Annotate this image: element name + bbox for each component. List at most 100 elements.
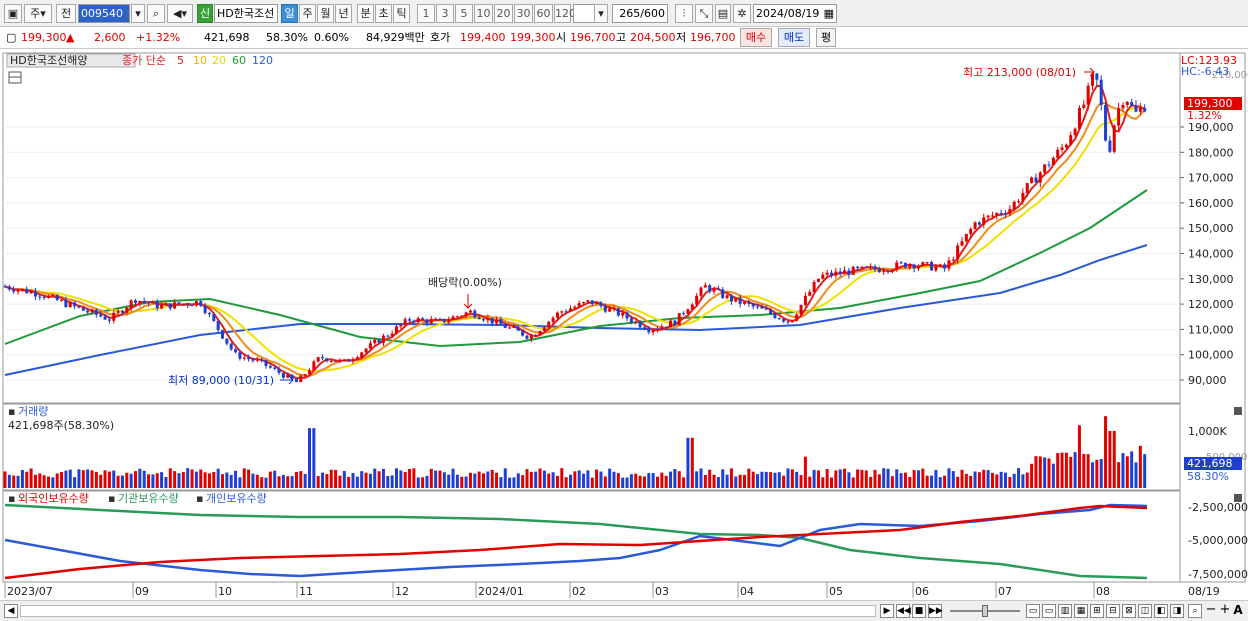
candle-body [421, 318, 425, 320]
candle-body [721, 289, 725, 298]
candle-body [73, 302, 77, 307]
candle-body [1043, 164, 1047, 173]
period-tab-month[interactable]: 월 [317, 4, 334, 23]
display-count-field[interactable]: 265/600 [612, 4, 668, 23]
layout-icon-9[interactable]: ◧ [1154, 604, 1168, 618]
volume-bar [586, 470, 590, 488]
calendar-icon[interactable]: ▦ [823, 7, 834, 20]
period-tab-day[interactable]: 일 [281, 4, 298, 23]
volume-bar [642, 476, 646, 488]
candle-body [281, 373, 285, 378]
stop-icon[interactable]: ■ [912, 604, 926, 618]
candle-body [229, 343, 233, 350]
candle-body [338, 359, 342, 362]
auto-scale-button[interactable]: A [1233, 603, 1243, 617]
stock-code-input[interactable]: 009540 [78, 4, 130, 23]
volume-bar [825, 469, 829, 488]
candle-body [499, 319, 503, 325]
eval-button[interactable]: 평 [816, 28, 836, 47]
speaker-icon[interactable]: ◀▾ [167, 4, 193, 23]
volume-bar [847, 472, 851, 488]
chart-area[interactable]: 190,000 180,000 170,000 160,000 150,000 140,0… [0, 50, 1248, 600]
scroll-right-icon[interactable]: ▶ [880, 604, 894, 618]
candle-body [764, 308, 768, 310]
interval-20[interactable]: 20 [494, 4, 513, 23]
date-input[interactable]: 2024/08/19 ▦ [753, 4, 837, 23]
volume-bar [238, 477, 242, 488]
window-icon[interactable]: ▣ [4, 4, 22, 23]
stock-chart-svg[interactable]: 190,000 180,000 170,000 160,000 150,000 140,0… [0, 50, 1248, 600]
volume-bar [734, 476, 738, 488]
layout-icon-2[interactable]: ▭ [1042, 604, 1056, 618]
candle-body [134, 300, 137, 303]
volume-bar [703, 475, 707, 488]
layout-icon-10[interactable]: ◨ [1170, 604, 1184, 618]
candle-body [107, 319, 111, 321]
period-tab-tick[interactable]: 틱 [393, 4, 410, 23]
layout-icon-8[interactable]: ◫ [1138, 604, 1152, 618]
sell-button[interactable]: 매도 [778, 28, 810, 47]
layout-icon-3[interactable]: ▥ [1058, 604, 1072, 618]
candle-body [921, 262, 925, 267]
period-tab-second[interactable]: 초 [375, 4, 392, 23]
candle-body [603, 306, 607, 312]
forward-icon[interactable]: ▶▶ [928, 604, 943, 618]
candle-body [751, 303, 755, 307]
period-tab-minute[interactable]: 분 [357, 4, 374, 23]
candle-body [782, 319, 786, 322]
save-icon[interactable]: ▤ [715, 4, 731, 23]
interval-120[interactable]: 120 [554, 4, 576, 23]
layout-icon-1[interactable]: ▭ [1026, 604, 1040, 618]
volume-bar [486, 471, 490, 488]
period-tab-year[interactable]: 년 [335, 4, 352, 23]
search-icon[interactable]: ⌕ [147, 4, 165, 23]
date-value: 2024/08/19 [756, 7, 820, 20]
gear-icon[interactable]: ✲ [733, 4, 751, 23]
interval-3[interactable]: 3 [436, 4, 454, 23]
rewind-icon[interactable]: ◀◀ [896, 604, 911, 618]
layout-icon-4[interactable]: ▦ [1074, 604, 1088, 618]
candle-body [1125, 101, 1129, 105]
legend-name-box[interactable] [6, 53, 136, 68]
buy-button[interactable]: 매수 [740, 28, 772, 47]
search-small-icon[interactable]: ⌕ [1188, 604, 1202, 618]
volume-bar [303, 473, 307, 488]
scroll-left-icon[interactable]: ◀ [4, 604, 18, 618]
layout-icon-5[interactable]: ⊞ [1090, 604, 1104, 618]
scrollbar-track[interactable] [20, 605, 876, 617]
candle-body [451, 316, 455, 320]
draw-tool-icon[interactable]: ⤡ [695, 4, 713, 23]
volume-bar [329, 469, 333, 488]
layout-icon-7[interactable]: ⊠ [1122, 604, 1136, 618]
holding-close-icon[interactable] [1234, 494, 1242, 502]
candle-icon[interactable]: ⫶ [675, 4, 693, 23]
interval-60[interactable]: 60 [534, 4, 553, 23]
candle-body [464, 312, 468, 316]
volume-bar [1069, 456, 1073, 488]
volume-bar [521, 475, 525, 488]
interval-10[interactable]: 10 [474, 4, 493, 23]
checkbox-icon[interactable]: ▢ [6, 31, 17, 44]
volume-bar [995, 474, 999, 488]
zoom-slider-handle[interactable] [982, 605, 988, 617]
period-select[interactable]: 주▾ [24, 4, 52, 23]
candle-body [486, 317, 490, 321]
interval-30[interactable]: 30 [514, 4, 533, 23]
candle-body [438, 318, 442, 320]
period-tab-week[interactable]: 주 [299, 4, 316, 23]
prev-button[interactable]: 전 [56, 4, 76, 23]
interval-5[interactable]: 5 [455, 4, 473, 23]
layout-icon-6[interactable]: ⊟ [1106, 604, 1120, 618]
volume-bar [294, 471, 298, 488]
volume-bar [429, 468, 433, 488]
candle-body [1130, 101, 1134, 106]
interval-dropdown-icon[interactable]: ▾ [594, 4, 608, 23]
interval-1[interactable]: 1 [417, 4, 435, 23]
zoom-out-icon[interactable]: − [1205, 602, 1217, 617]
volume-close-icon[interactable] [1234, 407, 1242, 415]
volume-bar [403, 472, 407, 488]
zoom-in-icon[interactable]: + [1219, 602, 1231, 617]
volume-bar [525, 469, 529, 488]
candle-body [856, 266, 860, 269]
code-dropdown-icon[interactable]: ▾ [131, 4, 145, 23]
